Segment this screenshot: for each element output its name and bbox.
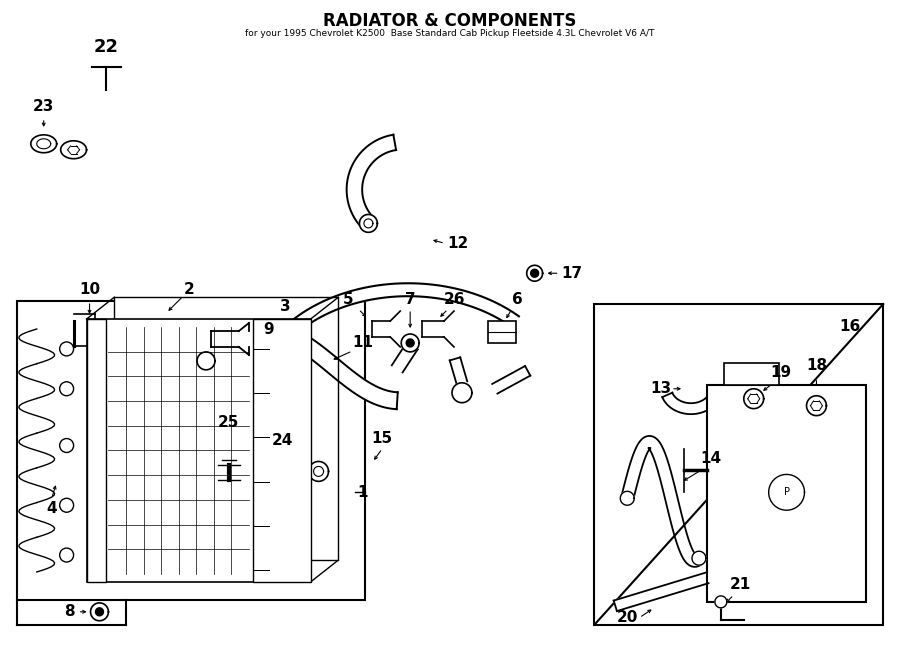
Polygon shape (60, 141, 86, 159)
Text: 20: 20 (616, 610, 638, 625)
Polygon shape (620, 491, 634, 505)
Bar (724, 363, 778, 385)
Bar (114, 297, 338, 560)
Polygon shape (169, 465, 320, 485)
Text: 10: 10 (79, 282, 100, 297)
Bar (706, 385, 866, 602)
Text: 16: 16 (840, 319, 861, 334)
Polygon shape (401, 334, 419, 352)
Text: 2: 2 (184, 282, 194, 297)
Polygon shape (769, 475, 805, 510)
Polygon shape (197, 352, 215, 369)
Bar (86, 319, 310, 582)
Polygon shape (806, 396, 826, 416)
Bar (488, 321, 516, 343)
Text: 26: 26 (445, 292, 465, 307)
Text: 6: 6 (512, 292, 523, 307)
Bar (253, 319, 310, 582)
Polygon shape (31, 135, 57, 153)
Text: 13: 13 (651, 381, 671, 396)
Polygon shape (450, 358, 467, 384)
Polygon shape (346, 135, 396, 229)
Text: 9: 9 (264, 321, 274, 336)
Text: 12: 12 (447, 236, 469, 251)
Text: 3: 3 (281, 299, 291, 313)
Polygon shape (526, 265, 543, 281)
Bar (17, 301, 365, 600)
Polygon shape (37, 139, 50, 149)
Text: 15: 15 (372, 431, 392, 446)
Polygon shape (91, 603, 108, 621)
Polygon shape (359, 214, 377, 233)
Text: 24: 24 (272, 433, 293, 448)
Polygon shape (621, 436, 704, 567)
Text: 1: 1 (357, 485, 367, 500)
Text: 17: 17 (561, 266, 582, 281)
Polygon shape (662, 393, 720, 414)
Polygon shape (492, 366, 530, 393)
Text: RADIATOR & COMPONENTS: RADIATOR & COMPONENTS (323, 13, 577, 30)
Polygon shape (309, 461, 328, 481)
Polygon shape (201, 323, 398, 409)
Polygon shape (743, 389, 764, 408)
Text: 14: 14 (700, 451, 722, 466)
Polygon shape (95, 608, 104, 616)
Text: 11: 11 (352, 335, 373, 350)
Polygon shape (692, 551, 706, 565)
Polygon shape (364, 219, 373, 228)
Text: 25: 25 (218, 415, 239, 430)
Polygon shape (392, 342, 418, 372)
Text: 18: 18 (806, 358, 827, 373)
Polygon shape (313, 467, 323, 477)
Text: for your 1995 Chevrolet K2500  Base Standard Cab Pickup Fleetside 4.3L Chevrolet: for your 1995 Chevrolet K2500 Base Stand… (246, 29, 654, 38)
Bar (594, 304, 883, 625)
Polygon shape (614, 572, 708, 611)
Text: 22: 22 (94, 38, 119, 56)
Text: 21: 21 (730, 578, 752, 592)
Text: 4: 4 (47, 501, 57, 516)
Polygon shape (452, 383, 472, 403)
Text: 5: 5 (343, 292, 354, 307)
Polygon shape (531, 269, 538, 277)
Bar (86, 319, 106, 582)
Text: 19: 19 (770, 366, 791, 380)
Text: 23: 23 (33, 99, 54, 114)
Polygon shape (250, 284, 519, 399)
Text: 7: 7 (405, 292, 416, 307)
Polygon shape (715, 596, 727, 608)
Text: P: P (784, 487, 789, 497)
Text: 8: 8 (64, 604, 75, 619)
Polygon shape (406, 339, 414, 347)
